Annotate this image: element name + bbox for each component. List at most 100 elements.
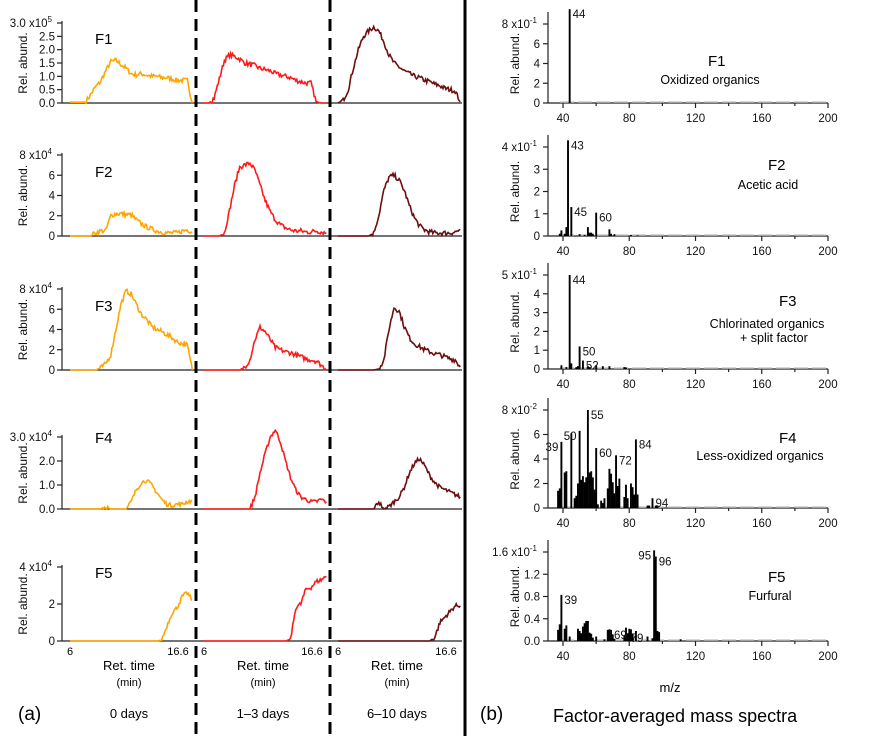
y-tick-label: 4 [534,454,541,466]
y-tick-value: 2.0 [39,45,55,57]
y-tick-label: 1.6 x10-1 [492,544,537,559]
trace-f5-period-1 [70,591,193,642]
factor-label: F1 [708,53,726,70]
y-tick-value: 2 [534,479,540,491]
bar-mz-49 [577,628,579,641]
bar-mz-77 [623,496,626,508]
x-tick-label: 40 [557,651,570,663]
panel-a-label: (a) [18,704,41,725]
bar-mz-47 [573,498,576,508]
y-tick-label: 0.8 [524,592,540,604]
bar-mz-57 [590,232,593,236]
factor-label: F3 [95,298,113,315]
bar-mz-74 [618,478,621,508]
peak-label: 95 [638,550,651,562]
y-tick-label: 2 [534,78,540,90]
y-tick-label: 1.5 [39,58,55,70]
bar-mz-63 [600,500,603,508]
y-tick-value: 0 [534,503,540,515]
y-tick-value: 1.0 [39,480,55,492]
y-exponent: 4 [48,429,53,438]
bar-mz-39 [560,230,563,236]
bar-mz-91 [646,636,649,641]
bar-mz-38 [558,233,561,236]
bar-mz-55 [586,620,589,641]
y-tick-value: 2 [49,211,55,223]
factor-label: F4 [95,430,113,447]
y-tick-label: 0 [49,231,55,243]
x-tick-label: 16.6 [301,646,322,658]
y-exponent: 4 [48,147,53,156]
y-multiplier: x10 [26,150,48,162]
bar-mz-96 [654,556,657,641]
bar-mz-39 [560,441,563,508]
y-exponent: 5 [48,15,53,24]
bar-mz-42 [565,471,568,508]
peak-label: 72 [619,455,632,467]
trace-f5-period-2 [204,575,327,642]
y-tick-value: 4 [534,454,541,466]
y-tick-label: 6 [49,170,55,182]
y-tick-value: 2 [534,326,540,338]
y-multiplier: x10 [508,19,530,31]
y-tick-value: 0 [534,364,540,376]
x-tick-label: 120 [686,113,705,125]
bar-mz-44 [568,275,571,369]
y-tick-value: 2 [49,599,55,611]
x-tick-label: 80 [623,651,636,663]
x-tick-label: 80 [623,246,636,258]
y-tick-value: 6 [534,430,540,442]
y-tick-label: 8 x10-1 [502,16,538,31]
trace-f3-period-3 [338,307,461,371]
bar-mz-98 [658,632,661,641]
bar-mz-69 [610,233,613,236]
y-tick-value: 4 [49,325,56,337]
y-multiplier: x10 [508,142,530,154]
x-tick-label: 200 [818,246,837,258]
y-tick-value: 2 [534,78,540,90]
y-axis-label: Rel. abund. [508,161,522,222]
trace-f3-period-1 [70,288,194,371]
peak-label: 44 [573,275,586,287]
y-tick-label: 3 [534,164,540,176]
bar-mz-77 [623,635,626,641]
y-tick-value: 2.0 [39,456,55,468]
bar-mz-79 [626,498,629,508]
x-tick-label: 120 [686,518,705,530]
dividers [194,0,467,736]
trace-f4-period-2 [204,428,327,510]
peak-label: 60 [599,213,612,225]
y-tick-value: 0 [534,98,540,110]
factor-label: F3 [779,293,797,310]
y-tick-value: 2 [534,187,540,199]
bar-mz-42 [565,367,568,369]
x-tick-label: 120 [686,246,705,258]
y-tick-value: 1 [534,345,540,357]
x-tick-label: 200 [818,379,837,391]
bar-mz-58 [591,477,594,508]
bar-mz-78 [625,484,627,508]
y-tick-value: 0 [49,365,55,377]
y-tick-value: 4 [502,142,509,154]
y-tick-label: 3.0 x104 [10,429,53,444]
bar-mz-84 [634,439,637,508]
x-tick-label: 160 [752,518,771,530]
spectrum-f1: 40 80 120 160 200 0 2 4 6 8 x10-1 Rel. abund. 44 F1 O… [502,9,838,125]
bar-mz-85 [636,494,639,508]
y-tick-value: 8 [502,405,508,417]
y-tick-value: 6 [49,170,55,182]
y-exponent: -2 [530,402,538,411]
bar-mz-49 [577,483,579,508]
y-tick-value: 1 [534,209,540,221]
period-label: 1–3 days [237,706,290,721]
factor-label: F1 [95,31,113,48]
bar-mz-56 [588,232,591,236]
bar-mz-81 [630,629,632,641]
x-tick-label: 80 [623,379,636,391]
mz-axis-label: m/z [660,680,681,695]
y-tick-label: 0.0 [39,98,55,110]
bar-mz-45 [570,207,573,236]
